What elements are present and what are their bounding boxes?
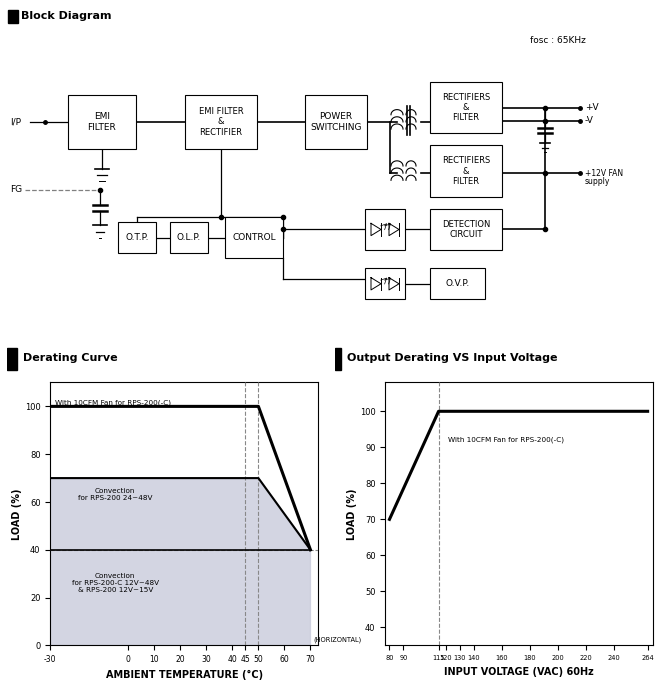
- Text: RECTIFIERS
&
FILTER: RECTIFIERS & FILTER: [442, 93, 490, 122]
- Text: FG: FG: [10, 185, 22, 194]
- FancyBboxPatch shape: [305, 95, 367, 149]
- FancyBboxPatch shape: [68, 95, 136, 149]
- Y-axis label: LOAD (%): LOAD (%): [12, 488, 22, 540]
- FancyBboxPatch shape: [365, 209, 405, 250]
- Text: +12V FAN: +12V FAN: [585, 169, 623, 178]
- FancyBboxPatch shape: [225, 217, 283, 258]
- Bar: [7, 348, 17, 370]
- FancyBboxPatch shape: [365, 268, 405, 299]
- Text: supply: supply: [585, 177, 610, 186]
- Text: +V: +V: [585, 103, 598, 112]
- FancyBboxPatch shape: [118, 223, 156, 253]
- Text: RECTIFIERS
&
FILTER: RECTIFIERS & FILTER: [442, 156, 490, 186]
- Text: With 10CFM Fan for RPS-200(-C): With 10CFM Fan for RPS-200(-C): [448, 437, 564, 443]
- Text: With 10CFM Fan for RPS-200(-C): With 10CFM Fan for RPS-200(-C): [56, 399, 172, 406]
- Text: O.V.P.: O.V.P.: [446, 279, 470, 288]
- Text: (HORIZONTAL): (HORIZONTAL): [313, 637, 361, 643]
- Text: O.T.P.: O.T.P.: [125, 233, 149, 242]
- X-axis label: AMBIENT TEMPERATURE (°C): AMBIENT TEMPERATURE (°C): [106, 670, 263, 680]
- Text: DETECTION
CIRCUIT: DETECTION CIRCUIT: [442, 220, 490, 239]
- FancyBboxPatch shape: [430, 82, 502, 133]
- Text: EMI
FILTER: EMI FILTER: [88, 112, 117, 132]
- FancyBboxPatch shape: [430, 145, 502, 197]
- Text: -V: -V: [585, 116, 594, 126]
- Text: fosc : 65KHz: fosc : 65KHz: [530, 36, 586, 46]
- Text: I/P: I/P: [10, 117, 21, 126]
- FancyBboxPatch shape: [430, 268, 485, 299]
- Text: Block Diagram: Block Diagram: [21, 12, 111, 21]
- Text: EMI FILTER
&
RECTIFIER: EMI FILTER & RECTIFIER: [199, 107, 243, 137]
- X-axis label: INPUT VOLTAGE (VAC) 60Hz: INPUT VOLTAGE (VAC) 60Hz: [444, 667, 594, 677]
- Text: POWER
SWITCHING: POWER SWITCHING: [310, 112, 362, 132]
- Bar: [335, 348, 341, 370]
- FancyBboxPatch shape: [170, 223, 208, 253]
- Y-axis label: LOAD (%): LOAD (%): [347, 488, 357, 540]
- Text: O.L.P.: O.L.P.: [177, 233, 201, 242]
- Text: CONTROL: CONTROL: [232, 233, 276, 242]
- Polygon shape: [50, 478, 310, 645]
- Text: Convection
for RPS-200-C 12V~48V
& RPS-200 12V~15V: Convection for RPS-200-C 12V~48V & RPS-2…: [72, 573, 159, 594]
- Text: Convection
for RPS-200 24~48V: Convection for RPS-200 24~48V: [78, 488, 153, 501]
- FancyBboxPatch shape: [185, 95, 257, 149]
- FancyBboxPatch shape: [430, 209, 502, 250]
- Text: Derating Curve: Derating Curve: [23, 353, 118, 363]
- Text: Output Derating VS Input Voltage: Output Derating VS Input Voltage: [347, 353, 557, 363]
- Bar: [8, 10, 18, 23]
